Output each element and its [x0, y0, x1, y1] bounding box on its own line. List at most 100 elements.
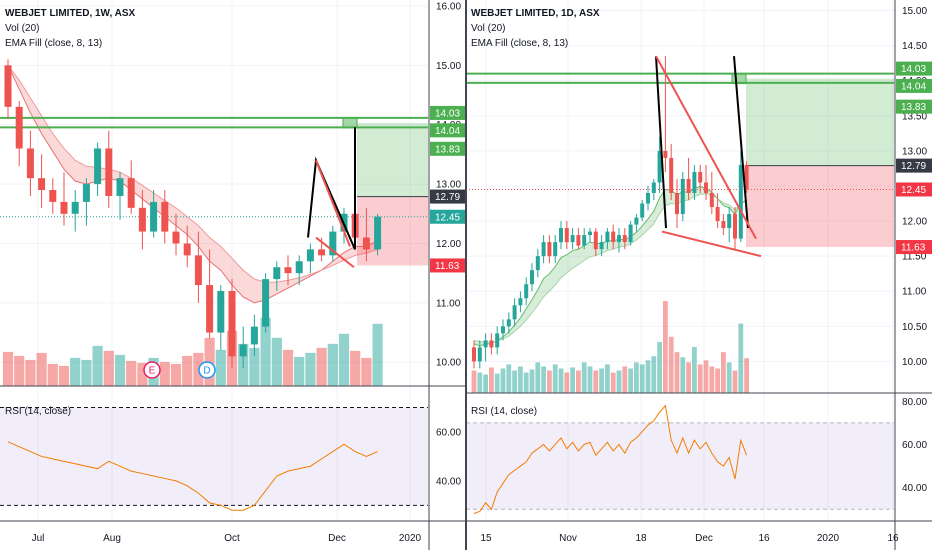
weekly-chart-title: WEBJET LIMITED, 1W, ASX [5, 8, 136, 19]
price-tag-background [896, 61, 932, 76]
volume-bar [477, 372, 483, 393]
candle [127, 160, 135, 214]
price-tag-label: 13.83 [901, 102, 926, 113]
candle-body [611, 231, 616, 243]
target-zone [357, 122, 428, 197]
daily-chart-canvas[interactable]: 15.0014.5014.0013.5013.0012.5012.0011.50… [466, 0, 932, 550]
price-tag-background [430, 123, 466, 138]
candle [634, 214, 639, 232]
price-tag: 11.63 [896, 240, 932, 255]
candle [576, 228, 581, 250]
candle-body [284, 267, 292, 274]
candle [733, 207, 737, 250]
volume-bar [305, 352, 316, 386]
candle [138, 190, 146, 250]
candle [669, 143, 674, 201]
volume-bar [576, 370, 581, 393]
price-tag-background [896, 182, 932, 197]
candle-body [518, 298, 523, 306]
candle-body [15, 106, 23, 149]
candle-body [194, 255, 202, 286]
ema-fast-line [473, 186, 747, 347]
volume-indicator-label[interactable]: Vol (20) [5, 23, 40, 34]
candle-body [715, 207, 720, 222]
rsi-pane [466, 404, 894, 514]
candle [715, 192, 720, 229]
candle [150, 190, 158, 238]
candle-body [535, 256, 540, 271]
candle-body [273, 267, 281, 280]
candle-body [547, 242, 552, 257]
candle [518, 291, 523, 313]
weekly-rsi-label[interactable]: RSI (14, close) [5, 406, 72, 417]
volume-indicator-label[interactable]: Vol (20) [471, 23, 506, 34]
volume-bar [483, 374, 488, 393]
time-axis-tick: Nov [559, 533, 577, 544]
chart-panel-weekly[interactable]: ED16.0015.0014.0013.0012.0011.0010.0060.… [0, 0, 466, 550]
candle-body [588, 231, 592, 236]
candle-body [733, 214, 737, 239]
candle [599, 235, 604, 257]
volume-bar [535, 362, 541, 393]
candle [60, 172, 68, 226]
price-axis-tick: 11.50 [902, 252, 927, 263]
price-tag-background [430, 258, 466, 273]
volume-bar [489, 367, 494, 393]
price-tag-background [896, 158, 932, 173]
breakout-marker [731, 73, 747, 85]
volume-bar [581, 362, 587, 393]
volume-bar [81, 359, 92, 386]
event-marker-letter: E [149, 366, 156, 377]
rsi-axis-tick: 60.00 [436, 428, 461, 439]
price-axis-tick: 11.00 [902, 287, 927, 298]
volume-bar [628, 368, 633, 393]
daily-rsi-label[interactable]: RSI (14, close) [471, 406, 538, 417]
candle-body [94, 148, 102, 185]
rsi-line [7, 441, 378, 511]
candle-body [374, 216, 382, 250]
candle [721, 214, 726, 236]
candle [262, 273, 270, 333]
chart-panel-daily[interactable]: 15.0014.5014.0013.5013.0012.5012.0011.50… [466, 0, 932, 550]
volume-bar [634, 362, 639, 393]
candle [71, 190, 79, 232]
volume-bar [668, 336, 674, 393]
candle [217, 285, 225, 351]
candle [570, 228, 575, 250]
candle-body [593, 231, 598, 250]
volume-bar [2, 351, 14, 386]
volume-bar [471, 370, 477, 393]
volume-bar [58, 365, 70, 386]
candle-body [138, 207, 146, 232]
candle-body [495, 333, 500, 348]
candle-body [564, 228, 569, 243]
ema-fill-indicator-label[interactable]: EMA Fill (close, 8, 13) [5, 38, 103, 49]
volume-bar [738, 323, 744, 393]
ema-fill-indicator-label[interactable]: EMA Fill (close, 8, 13) [471, 38, 569, 49]
candle [49, 178, 57, 214]
volume-bar [639, 364, 645, 393]
candle-body [657, 150, 662, 183]
ema-slow-line [7, 65, 378, 283]
volume-bar [622, 366, 628, 393]
price-tag: 14.04 [430, 123, 466, 138]
candle-body [250, 326, 258, 345]
candle-body [680, 178, 685, 215]
volume-bar [721, 352, 726, 393]
volume-bar [327, 343, 338, 386]
volume-bar [547, 370, 552, 393]
price-tag-label: 12.79 [901, 161, 926, 172]
volume-bar [518, 366, 523, 393]
volume-bar [709, 366, 715, 393]
candle [15, 100, 23, 167]
candle [329, 225, 337, 262]
candle [675, 178, 679, 229]
volume-bar [25, 359, 36, 386]
rsi-pane [0, 407, 428, 511]
volume-bar [587, 366, 593, 393]
candle-body [721, 221, 726, 229]
weekly-chart-canvas[interactable]: ED16.0015.0014.0013.0012.0011.0010.0060.… [0, 0, 466, 550]
volume-bar [523, 372, 529, 393]
candle [306, 243, 314, 274]
candle [362, 207, 370, 262]
